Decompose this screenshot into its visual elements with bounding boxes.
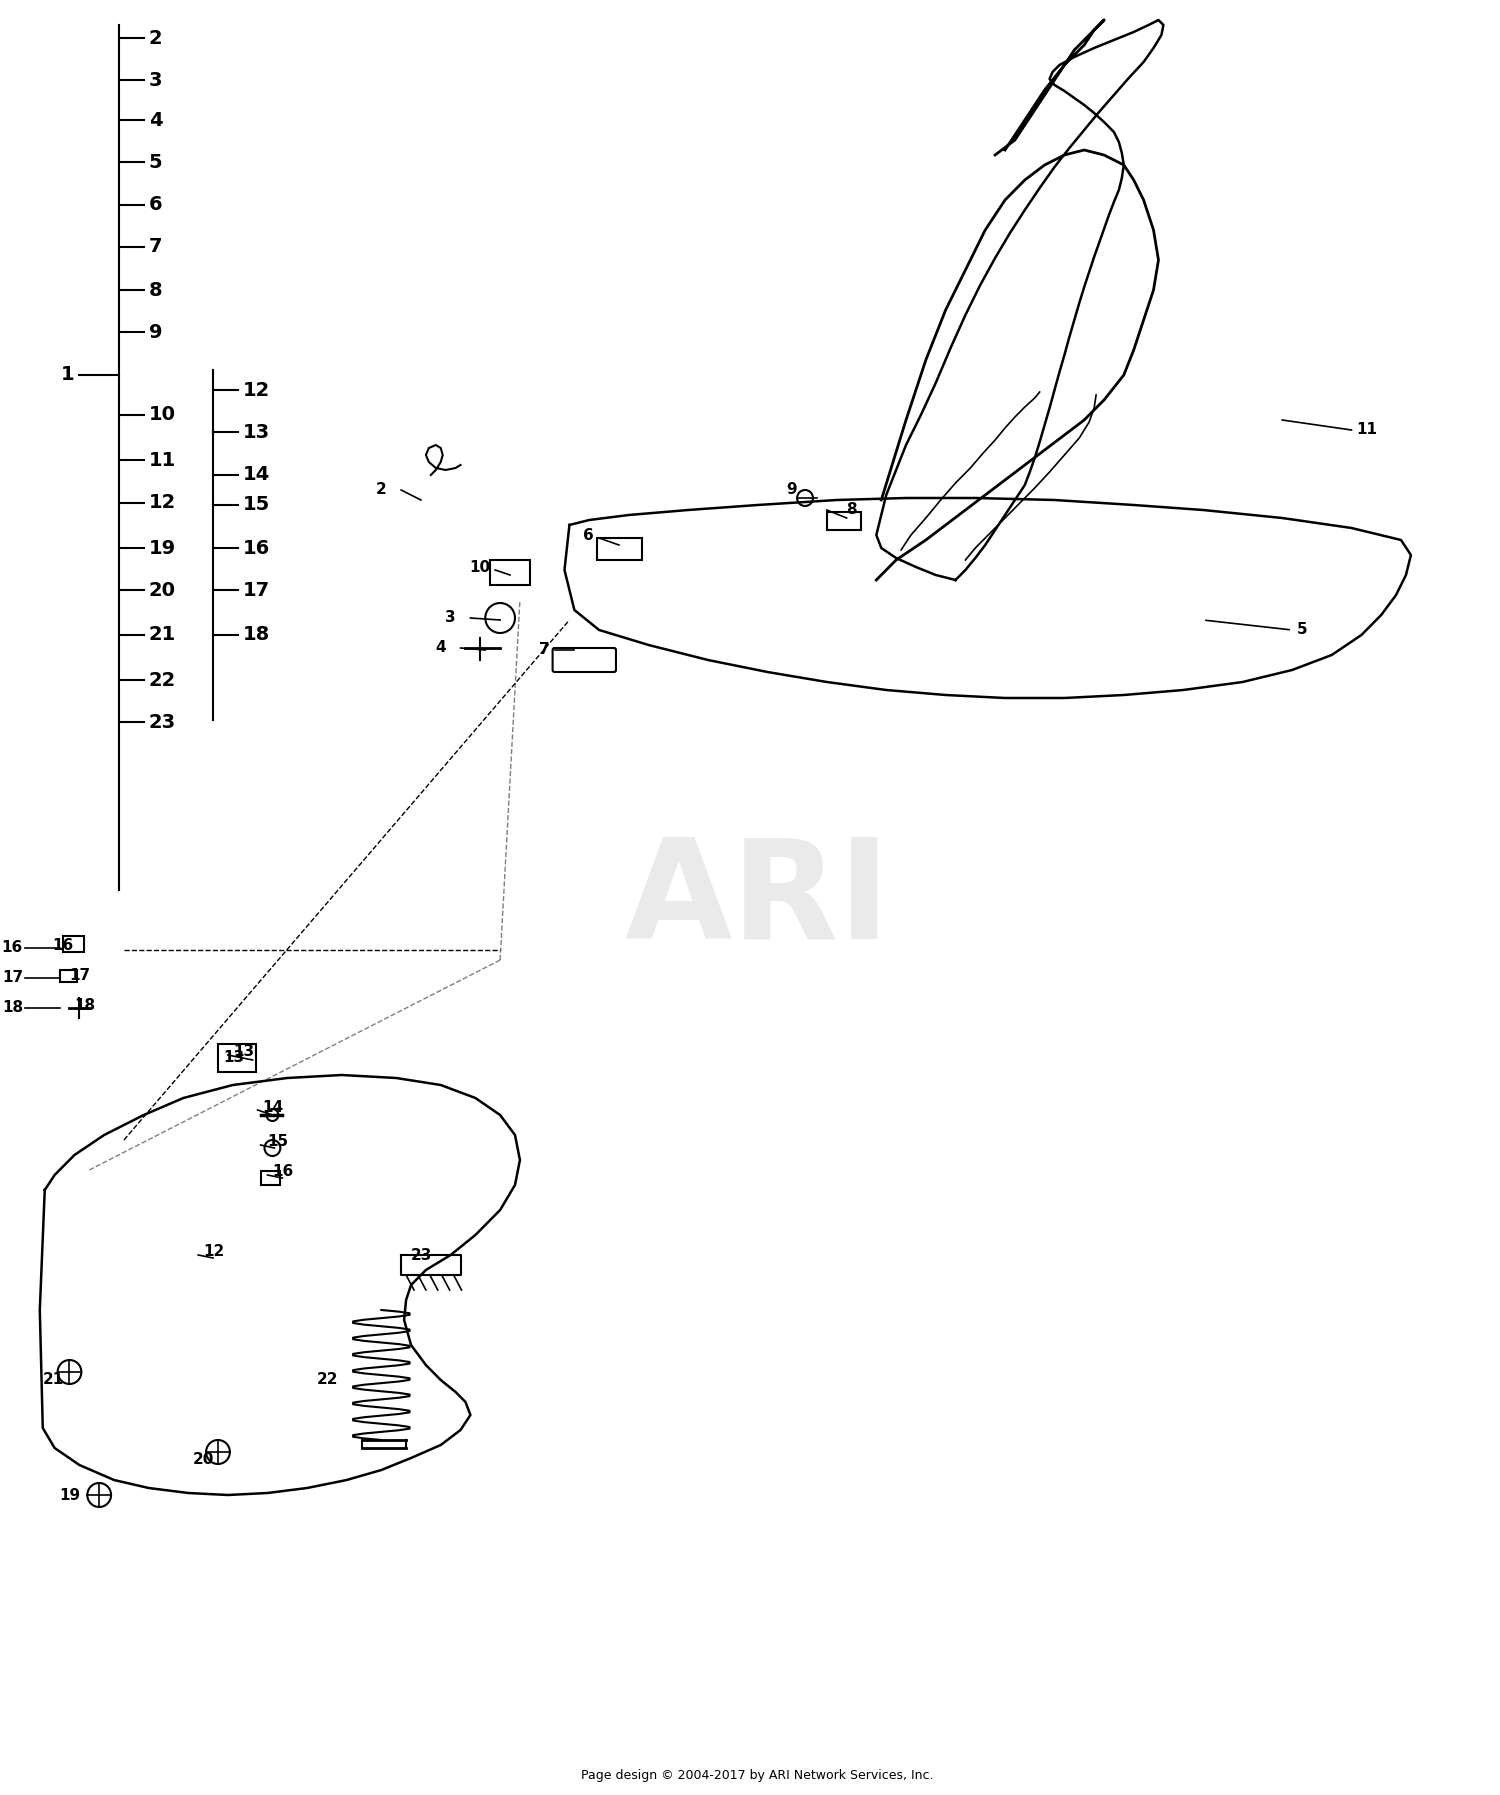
Text: 16: 16 bbox=[53, 937, 74, 953]
Text: 14: 14 bbox=[262, 1100, 284, 1115]
Text: 4: 4 bbox=[148, 111, 162, 129]
Text: 10: 10 bbox=[148, 406, 176, 424]
Text: 19: 19 bbox=[60, 1488, 81, 1502]
Text: 2: 2 bbox=[148, 29, 162, 47]
Text: 16: 16 bbox=[273, 1165, 294, 1179]
Text: 21: 21 bbox=[148, 625, 176, 644]
Text: 13: 13 bbox=[243, 422, 270, 442]
Bar bbox=[60, 969, 78, 982]
Text: ARI: ARI bbox=[624, 833, 891, 968]
Text: 9: 9 bbox=[148, 323, 162, 341]
Text: 19: 19 bbox=[148, 538, 176, 558]
Text: 5: 5 bbox=[148, 153, 162, 172]
Bar bbox=[597, 538, 642, 560]
Text: 20: 20 bbox=[194, 1452, 214, 1468]
Text: 21: 21 bbox=[44, 1373, 64, 1388]
Text: 3: 3 bbox=[148, 70, 162, 90]
Text: 14: 14 bbox=[243, 465, 270, 485]
Bar bbox=[217, 1045, 255, 1072]
Text: 4: 4 bbox=[435, 641, 445, 655]
Text: 15: 15 bbox=[267, 1134, 288, 1149]
Text: 6: 6 bbox=[148, 196, 162, 214]
Text: 18: 18 bbox=[75, 998, 96, 1012]
Text: 16: 16 bbox=[243, 538, 270, 558]
Text: 12: 12 bbox=[202, 1244, 225, 1260]
Text: 22: 22 bbox=[148, 671, 176, 689]
Text: 6: 6 bbox=[584, 528, 594, 542]
Text: 12: 12 bbox=[148, 494, 176, 513]
Text: 8: 8 bbox=[846, 503, 856, 517]
Text: Page design © 2004-2017 by ARI Network Services, Inc.: Page design © 2004-2017 by ARI Network S… bbox=[582, 1768, 934, 1781]
Text: 20: 20 bbox=[148, 580, 176, 600]
Text: 2: 2 bbox=[375, 483, 387, 497]
Text: 13: 13 bbox=[224, 1050, 245, 1066]
Text: 9: 9 bbox=[786, 483, 796, 497]
Text: 7: 7 bbox=[538, 643, 549, 657]
Text: 3: 3 bbox=[446, 610, 456, 625]
Text: 18: 18 bbox=[243, 625, 270, 644]
Text: 10: 10 bbox=[470, 560, 490, 576]
Text: 12: 12 bbox=[243, 381, 270, 400]
Text: 15: 15 bbox=[243, 495, 270, 515]
Text: 8: 8 bbox=[148, 280, 162, 300]
Text: 18: 18 bbox=[2, 1000, 22, 1016]
Text: 11: 11 bbox=[1356, 422, 1377, 438]
Text: 17: 17 bbox=[69, 968, 90, 982]
Text: 1: 1 bbox=[62, 366, 75, 384]
Text: 16: 16 bbox=[2, 941, 22, 955]
Text: 23: 23 bbox=[411, 1248, 432, 1262]
Bar bbox=[261, 1170, 280, 1185]
Text: 17: 17 bbox=[243, 580, 270, 600]
Text: 23: 23 bbox=[148, 713, 176, 732]
Text: 17: 17 bbox=[2, 971, 22, 985]
Bar bbox=[827, 512, 861, 530]
Text: 5: 5 bbox=[1298, 623, 1308, 637]
Text: 22: 22 bbox=[316, 1373, 339, 1388]
Bar bbox=[63, 935, 84, 951]
Bar bbox=[490, 560, 530, 585]
Text: 11: 11 bbox=[148, 451, 176, 470]
Text: 7: 7 bbox=[148, 237, 162, 257]
Text: 13: 13 bbox=[232, 1045, 254, 1059]
